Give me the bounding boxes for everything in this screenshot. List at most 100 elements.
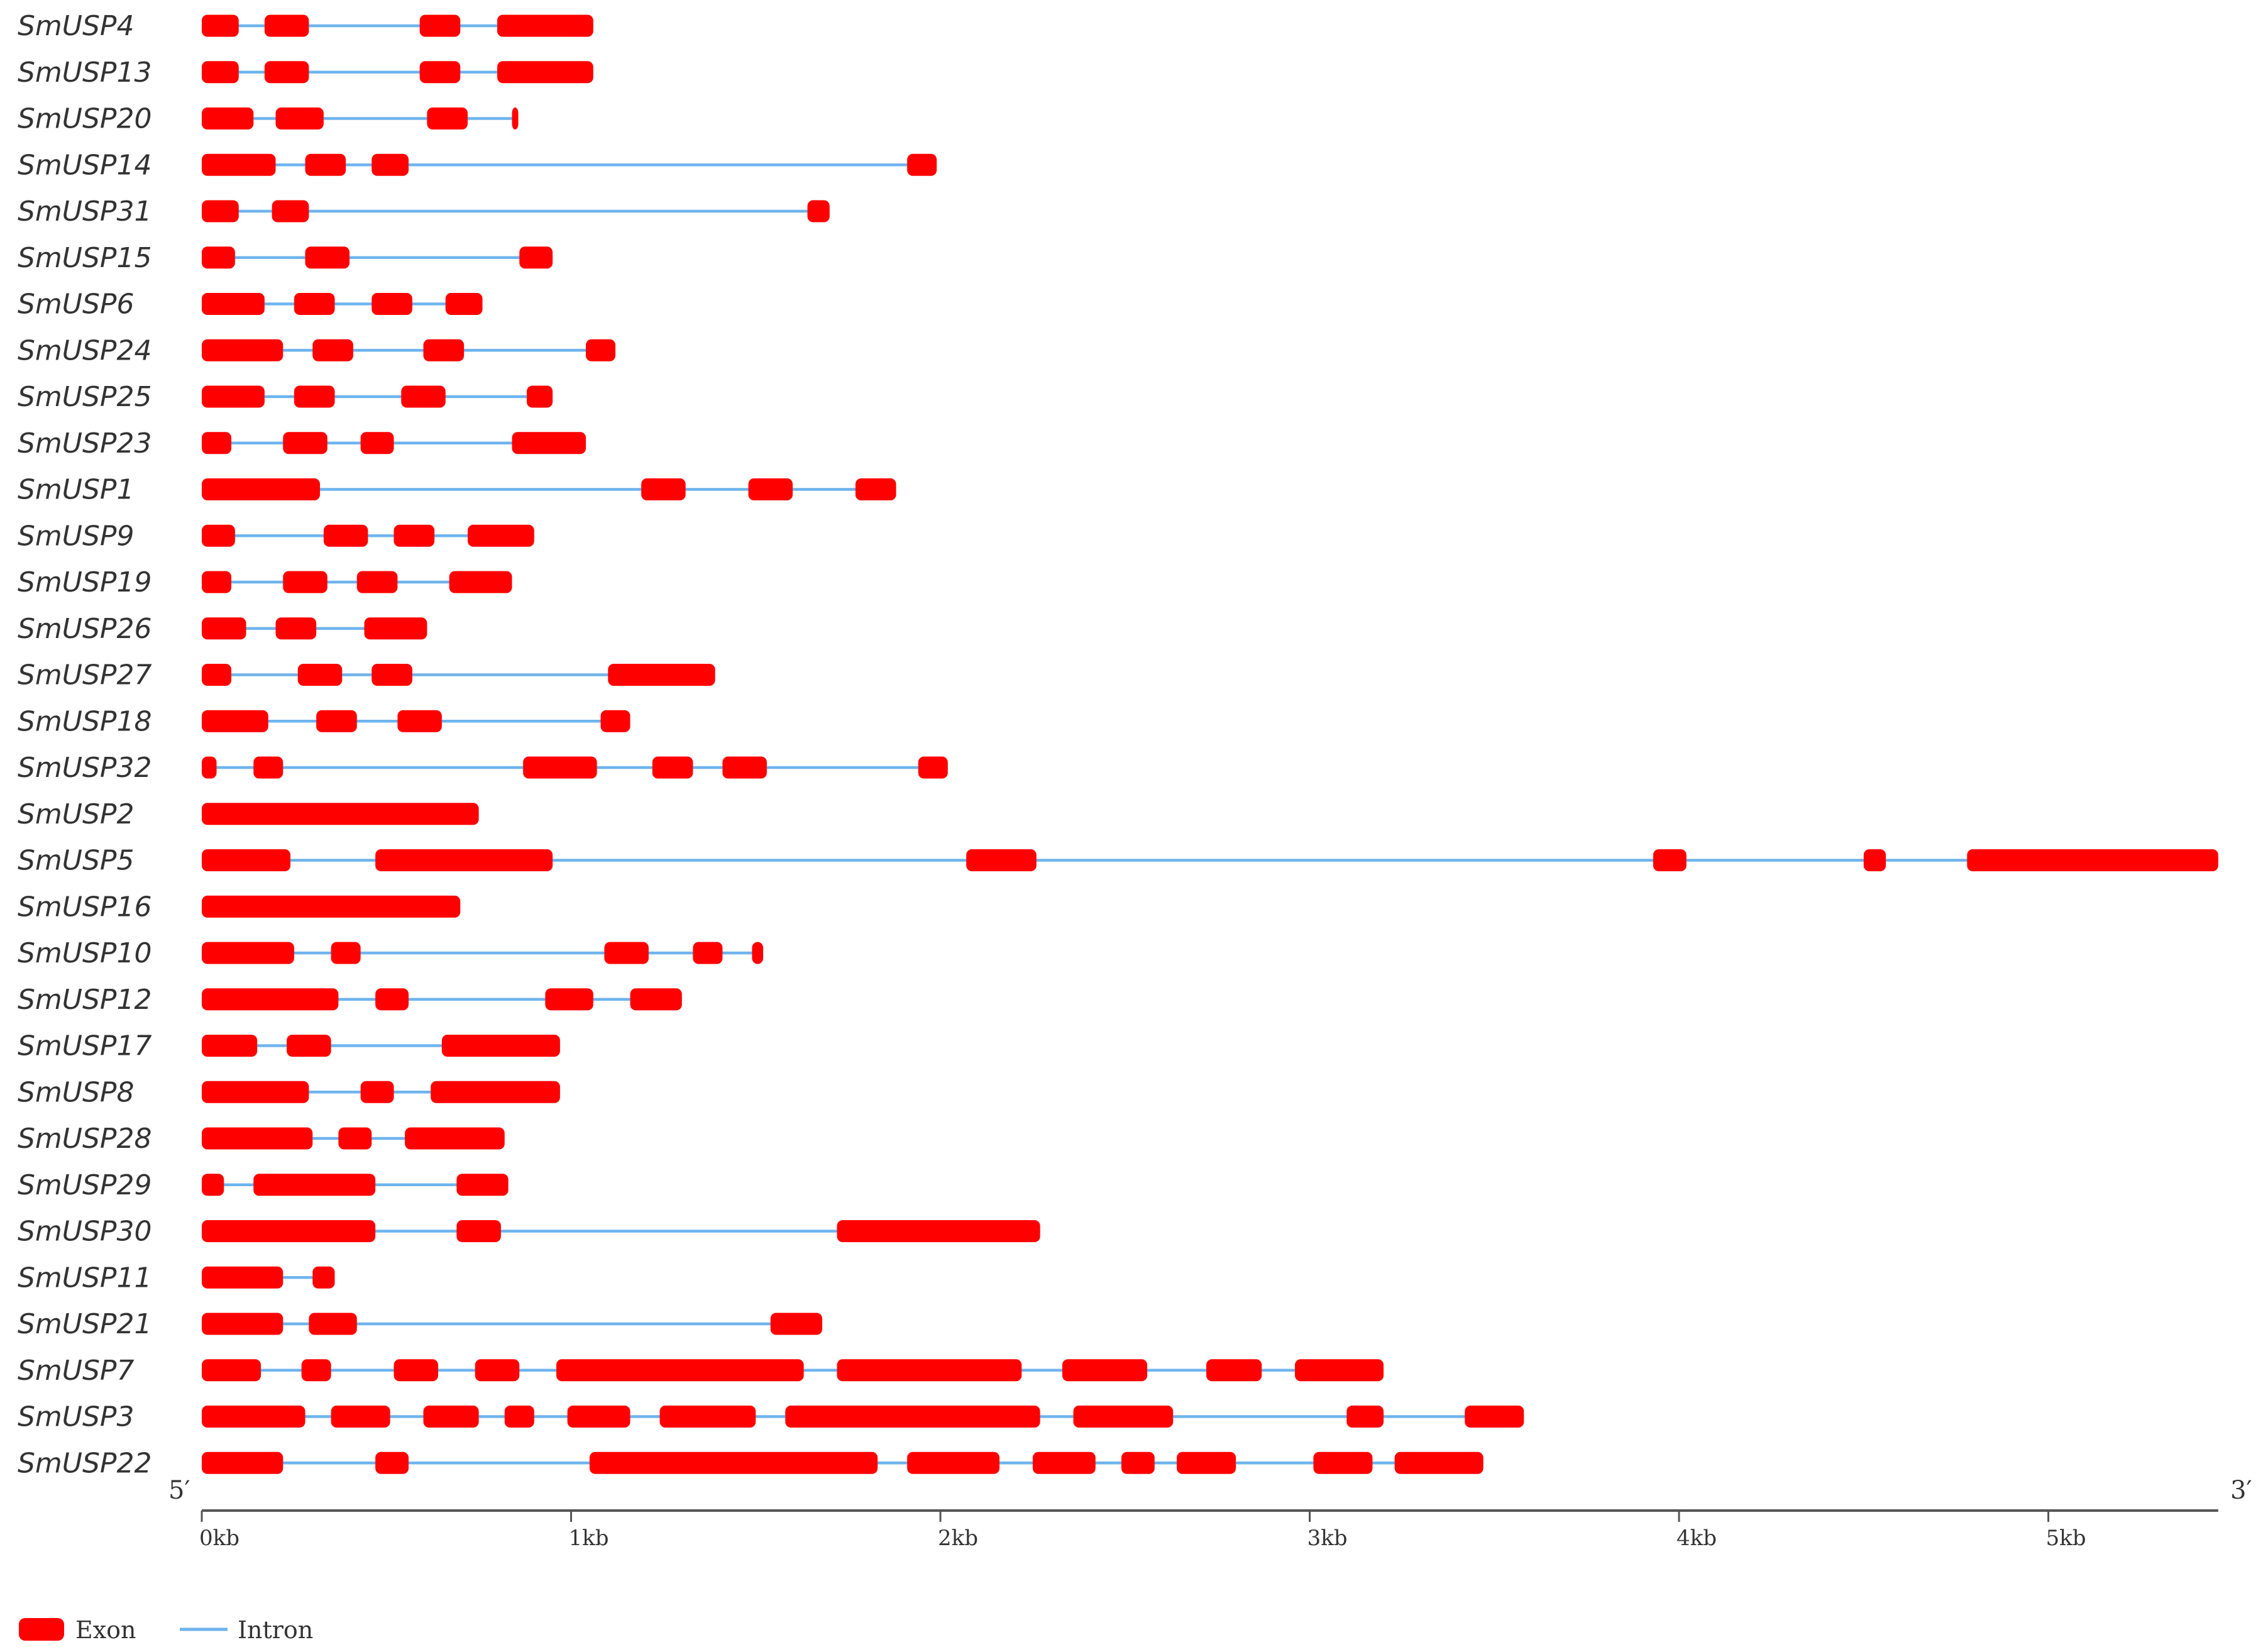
exon-block: [316, 710, 357, 732]
gene-label: SmUSP10: [18, 937, 151, 969]
tick-label: 0kb: [199, 1526, 240, 1551]
exon-block: [475, 1359, 520, 1382]
exon-block: [305, 246, 350, 269]
tick-label: 2kb: [938, 1526, 978, 1551]
three-prime-label: 3′: [2230, 1476, 2252, 1505]
exon-block: [394, 524, 435, 547]
gene-row: SmUSP23: [18, 427, 586, 460]
gene-label: SmUSP20: [18, 103, 151, 135]
exon-block: [907, 1451, 999, 1474]
gene-label: SmUSP14: [18, 149, 151, 181]
gene-row: SmUSP30: [18, 1216, 1040, 1248]
exon-block: [202, 14, 239, 37]
gene-label: SmUSP28: [18, 1123, 151, 1155]
exon-block: [264, 61, 309, 84]
exon-block: [202, 1127, 313, 1150]
exon-block: [1206, 1359, 1262, 1382]
exon-block: [202, 153, 276, 176]
exon-block: [449, 571, 512, 593]
gene-row: SmUSP15: [18, 242, 553, 274]
exon-block: [202, 432, 231, 454]
exon-block: [202, 895, 461, 918]
gene-label: SmUSP18: [18, 705, 151, 737]
exon-block: [202, 1220, 376, 1242]
exon-block: [202, 710, 268, 732]
exon-block: [527, 385, 553, 408]
exon-block: [202, 478, 320, 500]
tick-label: 3kb: [1308, 1526, 1348, 1551]
exon-block: [372, 153, 409, 176]
gene-label: SmUSP26: [18, 613, 151, 645]
tick-label: 5kb: [2046, 1526, 2086, 1551]
exon-block: [456, 1174, 509, 1196]
exon-block: [1177, 1451, 1236, 1474]
gene-row: SmUSP25: [18, 381, 553, 413]
gene-label: SmUSP15: [18, 242, 151, 274]
exon-block: [1313, 1451, 1373, 1474]
exon-block: [1346, 1406, 1384, 1428]
gene-row: SmUSP9: [18, 520, 534, 552]
exon-block: [441, 1035, 560, 1057]
exon-block: [294, 385, 335, 408]
gene-label: SmUSP9: [18, 520, 134, 552]
exon-block: [323, 524, 368, 547]
exon-block: [372, 293, 412, 315]
exon-block: [445, 293, 483, 315]
gene-row: SmUSP13: [18, 57, 593, 89]
exon-block: [837, 1359, 1022, 1382]
exon-block: [202, 756, 217, 779]
exon-block: [567, 1406, 630, 1428]
exon-block: [202, 61, 239, 84]
exon-block: [966, 849, 1037, 871]
exon-block: [202, 1174, 224, 1196]
gene-row: SmUSP31: [18, 195, 830, 228]
exon-block: [202, 293, 265, 315]
exon-block: [1465, 1406, 1524, 1428]
gene-label: SmUSP29: [18, 1169, 151, 1201]
gene-label: SmUSP25: [18, 381, 151, 413]
exon-block: [283, 432, 328, 454]
exon-block: [1863, 849, 1886, 871]
exon-block: [312, 339, 353, 361]
exon-block: [331, 942, 361, 964]
exon-block: [807, 200, 830, 223]
exon-block: [770, 1313, 822, 1335]
gene-row: SmUSP22: [18, 1447, 1484, 1479]
gene-label: SmUSP22: [18, 1447, 151, 1479]
exon-block: [202, 385, 265, 408]
gene-row: SmUSP26: [18, 613, 427, 645]
gene-row: SmUSP3: [18, 1401, 1524, 1433]
exon-block: [608, 664, 715, 686]
exon-block: [202, 1081, 309, 1103]
gene-row: SmUSP29: [18, 1169, 509, 1201]
exon-block: [748, 478, 793, 500]
gene-label: SmUSP23: [18, 427, 151, 460]
exon-block: [301, 1359, 331, 1382]
exon-block: [693, 942, 723, 964]
exon-block: [253, 1174, 376, 1196]
exon-block: [305, 153, 346, 176]
gene-row: SmUSP19: [18, 566, 512, 598]
gene-row: SmUSP18: [18, 705, 630, 737]
exon-block: [519, 246, 553, 269]
exon-block: [1121, 1451, 1155, 1474]
gene-row: SmUSP27: [18, 659, 715, 691]
exon-block: [785, 1406, 1040, 1428]
exon-block: [1967, 849, 2218, 871]
exon-block: [202, 988, 339, 1011]
exon-block: [202, 524, 235, 547]
exon-block: [419, 14, 461, 37]
gene-row: SmUSP10: [18, 937, 763, 969]
exon-block: [423, 1406, 479, 1428]
exon-block: [523, 756, 597, 779]
exon-block: [855, 478, 896, 500]
exon-block: [202, 1266, 284, 1289]
exon-block: [264, 14, 309, 37]
exon-block: [405, 1127, 505, 1150]
gene-label: SmUSP13: [18, 57, 151, 89]
exon-block: [202, 339, 284, 361]
gene-row: SmUSP32: [18, 752, 948, 784]
five-prime-label: 5′: [168, 1476, 190, 1505]
gene-label: SmUSP32: [18, 752, 151, 784]
exon-block: [202, 1451, 284, 1474]
